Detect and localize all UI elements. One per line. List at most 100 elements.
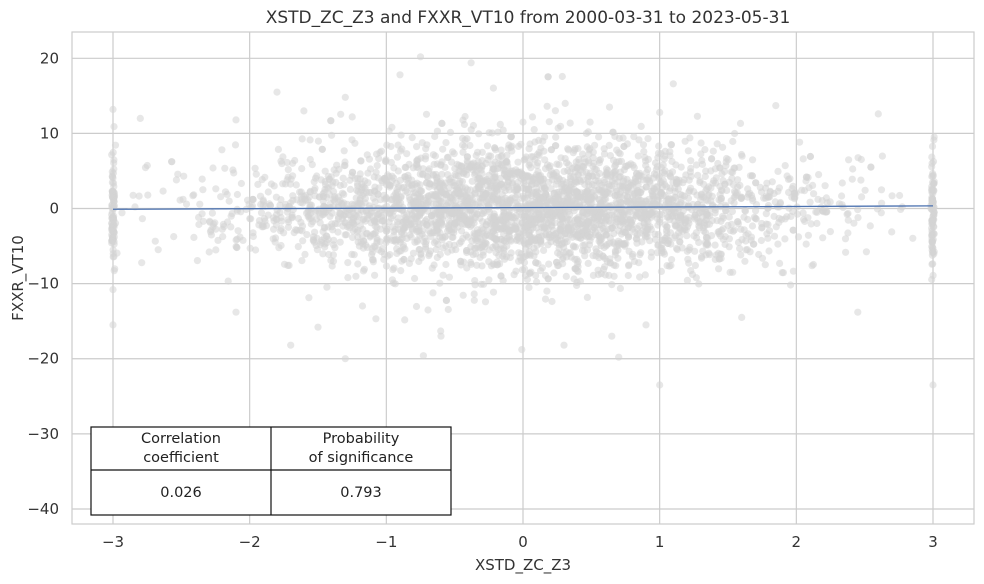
scatter-point xyxy=(300,107,308,115)
scatter-point xyxy=(614,254,622,262)
scatter-point xyxy=(256,192,265,200)
scatter-point xyxy=(562,184,570,192)
scatter-point xyxy=(108,178,116,186)
scatter-point xyxy=(874,110,882,118)
scatter-point xyxy=(858,193,866,201)
scatter-point xyxy=(763,230,771,238)
scatter-point xyxy=(109,246,117,254)
scatter-point xyxy=(548,297,556,306)
scatter-point xyxy=(390,236,399,244)
scatter-point xyxy=(768,178,776,186)
scatter-point xyxy=(398,235,406,243)
scatter-point xyxy=(634,152,642,160)
scatter-point xyxy=(642,321,650,329)
scatter-point xyxy=(381,157,389,165)
scatter-point xyxy=(507,133,515,141)
scatter-point xyxy=(471,277,479,285)
scatter-point xyxy=(857,176,865,184)
scatter-point xyxy=(579,150,587,158)
scatter-point xyxy=(360,237,368,245)
scatter-point xyxy=(459,141,467,149)
scatter-point xyxy=(325,175,333,183)
scatter-point xyxy=(562,253,571,261)
scatter-point xyxy=(764,220,772,229)
scatter-point xyxy=(540,147,548,155)
scatter-point xyxy=(387,142,395,151)
scatter-point xyxy=(617,157,626,165)
scatter-point xyxy=(714,159,722,168)
scatter-point xyxy=(422,110,431,118)
scatter-point xyxy=(584,218,592,226)
y-axis-label: FXXR_VT10 xyxy=(9,235,28,321)
scatter-point xyxy=(584,259,592,267)
scatter-point xyxy=(289,206,297,214)
scatter-point xyxy=(307,220,315,228)
scatter-point xyxy=(789,182,797,190)
scatter-point xyxy=(929,260,937,268)
scatter-point xyxy=(397,247,405,255)
scatter-point xyxy=(703,185,711,193)
scatter-point xyxy=(358,302,367,310)
scatter-point xyxy=(473,261,481,269)
scatter-point xyxy=(372,315,380,323)
scatter-point xyxy=(814,195,822,203)
scatter-point xyxy=(299,237,307,245)
scatter-point xyxy=(483,142,492,150)
scatter-point xyxy=(584,172,593,180)
scatter-point xyxy=(929,271,937,279)
scatter-point xyxy=(402,175,410,183)
scatter-point xyxy=(636,251,644,259)
scatter-point xyxy=(806,198,814,206)
scatter-point xyxy=(231,141,240,149)
scatter-point xyxy=(687,184,695,192)
scatter-point xyxy=(159,187,167,195)
scatter-point xyxy=(640,148,648,156)
scatter-point xyxy=(667,141,675,149)
scatter-point xyxy=(570,173,578,181)
scatter-point xyxy=(736,119,745,127)
scatter-point xyxy=(744,185,752,193)
scatter-point xyxy=(545,231,554,239)
scatter-point xyxy=(635,259,643,267)
scatter-point xyxy=(459,291,467,299)
scatter-point xyxy=(151,237,159,245)
scatter-point xyxy=(320,208,328,216)
scatter-point xyxy=(770,212,778,220)
scatter-point xyxy=(692,274,700,282)
scatter-point xyxy=(878,199,886,207)
scatter-point xyxy=(502,214,510,222)
scatter-point xyxy=(399,183,408,192)
scatter-point xyxy=(276,208,284,217)
scatter-point xyxy=(341,158,349,166)
scatter-point xyxy=(888,228,896,236)
scatter-point xyxy=(566,211,574,219)
scatter-point xyxy=(558,72,566,81)
scatter-point xyxy=(393,218,401,226)
scatter-point xyxy=(437,327,445,335)
scatter-point xyxy=(331,193,339,201)
scatter-point xyxy=(530,252,538,260)
scatter-point xyxy=(154,246,162,254)
scatter-point xyxy=(198,175,206,183)
scatter-point xyxy=(877,186,886,194)
scatter-point xyxy=(741,206,749,214)
scatter-point xyxy=(294,214,302,223)
scatter-point xyxy=(400,211,408,219)
scatter-point xyxy=(737,150,746,159)
scatter-point xyxy=(110,202,118,210)
scatter-point xyxy=(276,201,284,209)
scatter-point xyxy=(693,214,701,222)
scatter-point xyxy=(168,158,176,166)
scatter-point xyxy=(212,185,220,193)
scatter-point xyxy=(845,156,853,164)
scatter-point xyxy=(597,188,605,196)
scatter-point xyxy=(776,200,784,208)
scatter-point xyxy=(622,186,630,195)
scatter-point xyxy=(502,158,510,166)
scatter-point xyxy=(757,188,766,196)
scatter-point xyxy=(443,201,451,209)
scatter-point xyxy=(267,180,275,188)
x-tick-label: 1 xyxy=(655,533,665,551)
scatter-point xyxy=(737,194,745,203)
scatter-point xyxy=(341,355,349,363)
